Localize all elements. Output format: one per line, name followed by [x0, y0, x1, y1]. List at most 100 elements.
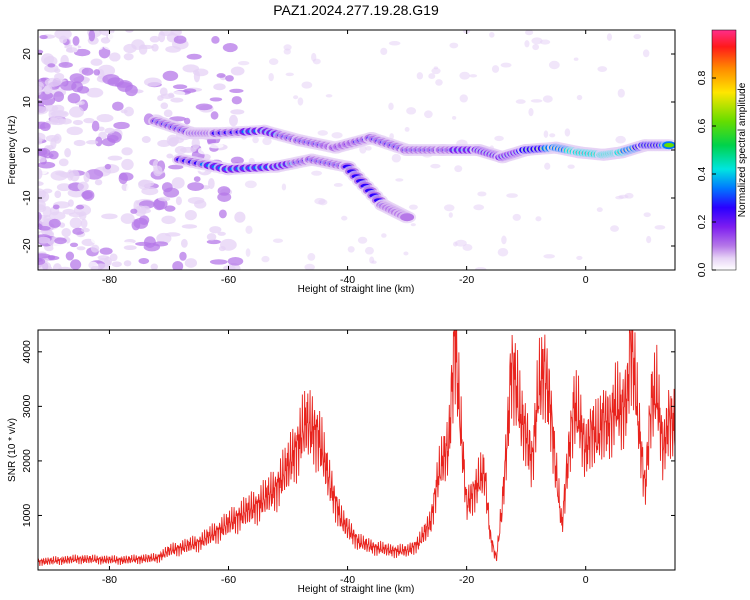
noise-speckle	[410, 223, 416, 227]
noise-speckle	[168, 164, 184, 170]
noise-speckle	[91, 120, 100, 132]
noise-speckle	[101, 137, 116, 147]
noise-speckle	[216, 73, 226, 78]
noise-speckle	[325, 94, 333, 98]
noise-speckle	[261, 255, 270, 263]
noise-speckle	[54, 30, 72, 40]
noise-speckle	[153, 165, 163, 177]
noise-speckle	[124, 84, 138, 97]
noise-speckle	[101, 213, 118, 220]
noise-speckle	[44, 77, 62, 87]
noise-speckle	[38, 188, 46, 201]
noise-speckle	[435, 79, 443, 86]
noise-speckle	[153, 198, 165, 211]
noise-speckle	[206, 239, 221, 245]
noise-speckle	[102, 74, 120, 85]
noise-speckle	[268, 58, 279, 66]
noise-speckle	[170, 97, 184, 103]
spectrogram-heatmap	[38, 30, 675, 270]
noise-speckle	[506, 193, 518, 198]
noise-speckle	[225, 75, 234, 82]
colorbar-tick-label: 0.0	[696, 263, 708, 278]
noise-speckle	[85, 140, 99, 145]
noise-speckle	[67, 199, 74, 207]
spectrogram-x-ticks: -80 -60 -40 -20 0	[102, 30, 589, 286]
noise-speckle	[268, 72, 274, 82]
noise-speckle	[43, 55, 58, 67]
noise-speckle	[123, 245, 137, 251]
x-tick-label: -60	[221, 274, 236, 286]
noise-speckle	[48, 150, 59, 160]
noise-speckle	[494, 135, 504, 142]
noise-speckle	[131, 219, 141, 231]
noise-speckle	[171, 177, 185, 189]
noise-speckle	[218, 209, 227, 219]
noise-speckle	[151, 43, 159, 52]
noise-speckle	[428, 73, 436, 80]
noise-speckle	[208, 178, 215, 190]
noise-speckle	[38, 258, 46, 265]
noise-speckle	[193, 223, 210, 236]
noise-speckle	[211, 36, 220, 44]
ridge-core	[664, 143, 675, 148]
snr-x-ticks: -80 -60 -40 -20 0	[102, 330, 589, 586]
noise-speckle	[171, 90, 186, 96]
noise-speckle	[548, 60, 560, 70]
noise-speckle	[172, 260, 184, 270]
noise-speckle	[90, 265, 101, 270]
noise-speckle	[107, 155, 123, 161]
noise-speckle	[66, 126, 83, 136]
noise-speckle	[180, 238, 188, 248]
noise-speckle	[90, 234, 107, 245]
x-tick-label: -20	[459, 274, 474, 286]
noise-speckle	[160, 93, 175, 99]
noise-speckle	[304, 263, 315, 270]
noise-speckle	[123, 43, 137, 54]
snr-plot-area	[38, 330, 675, 570]
noise-speckle	[416, 72, 424, 80]
colorbar-label: Normalized spectral amplitude	[737, 82, 748, 217]
noise-speckle	[61, 227, 72, 238]
noise-speckle	[293, 95, 299, 100]
noise-speckle	[166, 153, 174, 159]
noise-speckle	[491, 65, 500, 73]
noise-speckle	[654, 225, 666, 230]
x-tick-label: -80	[102, 574, 117, 586]
noise-speckle	[38, 156, 46, 163]
noise-speckle	[452, 116, 457, 120]
noise-speckle	[179, 251, 187, 261]
noise-speckle	[617, 88, 625, 98]
noise-speckle	[281, 183, 287, 191]
noise-speckle	[141, 136, 151, 144]
noise-speckle	[121, 147, 133, 156]
noise-speckle	[115, 222, 125, 229]
noise-speckle	[53, 91, 65, 102]
noise-speckle	[317, 130, 328, 136]
noise-speckle	[388, 41, 401, 46]
spectrogram-x-label: Height of straight line (km)	[298, 284, 415, 295]
noise-speckle	[39, 122, 51, 131]
noise-speckle	[161, 215, 176, 225]
noise-speckle	[391, 153, 401, 163]
noise-speckle	[549, 133, 556, 138]
noise-speckle	[497, 248, 509, 257]
noise-speckle	[38, 106, 48, 115]
noise-speckle	[76, 246, 86, 251]
noise-speckle	[172, 84, 188, 90]
noise-speckle	[234, 211, 246, 223]
noise-speckle	[388, 102, 394, 111]
noise-speckle	[175, 196, 182, 206]
noise-speckle	[515, 99, 526, 104]
noise-speckle	[193, 70, 201, 83]
noise-speckle	[123, 106, 134, 117]
noise-speckle	[597, 66, 608, 72]
noise-speckle	[52, 204, 60, 210]
noise-speckle	[65, 251, 75, 261]
noise-speckle	[96, 114, 114, 123]
noise-speckle	[272, 238, 284, 243]
noise-speckle	[369, 256, 375, 264]
noise-speckle	[38, 199, 46, 211]
noise-speckle	[424, 110, 433, 119]
noise-speckle	[564, 128, 571, 137]
